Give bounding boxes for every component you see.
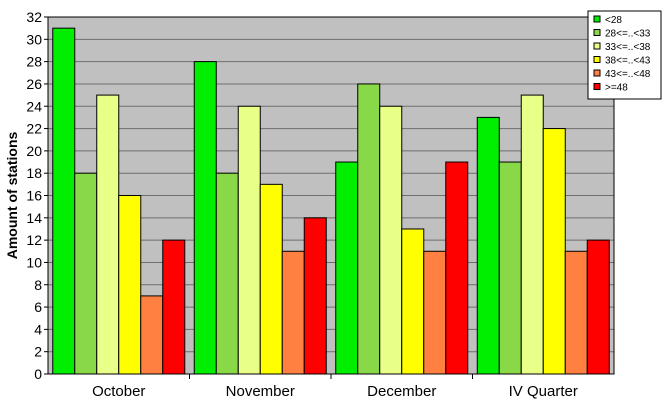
bar bbox=[74, 172, 98, 375]
legend-swatch bbox=[593, 83, 601, 90]
bar bbox=[215, 172, 239, 375]
x-category-label: December bbox=[367, 383, 436, 400]
bar bbox=[237, 105, 261, 375]
y-axis-label: Amount of stations bbox=[4, 132, 20, 260]
bar bbox=[542, 128, 566, 375]
y-tick-label: 26 bbox=[26, 76, 42, 92]
y-tick-label: 28 bbox=[26, 54, 42, 70]
legend-entry-label: 33<=..<38 bbox=[605, 42, 651, 53]
y-tick-label: 18 bbox=[26, 165, 42, 181]
y-tick-label: 8 bbox=[34, 277, 42, 293]
x-category-label: November bbox=[226, 383, 295, 400]
bar bbox=[445, 161, 469, 375]
bar bbox=[586, 239, 610, 375]
legend-entry-label: >=48 bbox=[605, 83, 628, 94]
y-tick-label: 2 bbox=[34, 344, 42, 360]
bar bbox=[96, 94, 120, 375]
bar bbox=[335, 161, 359, 375]
bar bbox=[52, 27, 76, 375]
legend-swatch bbox=[593, 42, 601, 50]
y-tick-label: 24 bbox=[26, 98, 42, 114]
legend-swatch bbox=[593, 29, 601, 36]
bars bbox=[52, 27, 610, 375]
legend-swatch bbox=[593, 56, 601, 63]
bar bbox=[303, 217, 327, 375]
bar bbox=[520, 94, 544, 375]
axes bbox=[44, 16, 615, 379]
legend-entry-label: 43<=..<48 bbox=[605, 69, 651, 80]
bar bbox=[259, 183, 283, 375]
y-tick-label: 12 bbox=[26, 232, 42, 248]
y-tick-label: 32 bbox=[26, 9, 42, 25]
bar bbox=[401, 228, 425, 375]
bar bbox=[498, 161, 522, 375]
bar bbox=[476, 116, 500, 375]
bar bbox=[357, 83, 381, 375]
y-tick-label: 20 bbox=[26, 143, 42, 159]
legend-swatch bbox=[593, 69, 601, 77]
bar bbox=[140, 295, 164, 375]
y-tick-label: 16 bbox=[26, 188, 42, 204]
legend: <28 28<=..<33 33<=..<38 38<=..<43 43<=..<48 >… bbox=[587, 10, 662, 100]
bar bbox=[281, 250, 305, 375]
bar bbox=[423, 250, 447, 375]
bar bbox=[193, 61, 217, 375]
legend-swatch bbox=[593, 15, 601, 23]
y-tick-label: 4 bbox=[34, 321, 42, 337]
y-tick-label: 30 bbox=[26, 31, 42, 47]
legend-entry-label: <28 bbox=[605, 15, 622, 26]
bar bbox=[564, 250, 588, 375]
x-category-label: IV Quarter bbox=[509, 383, 578, 400]
y-tick-label: 22 bbox=[26, 121, 42, 137]
y-tick-label: 14 bbox=[26, 210, 42, 226]
legend-entry-label: 28<=..<33 bbox=[605, 29, 651, 40]
legend-entry-label: 38<=..<43 bbox=[605, 56, 651, 67]
y-tick-label: 10 bbox=[26, 254, 42, 270]
y-tick-label: 0 bbox=[34, 366, 42, 382]
x-category-labels: October November December IV Quarter bbox=[92, 383, 578, 400]
bar bbox=[162, 239, 186, 375]
y-tick-label: 6 bbox=[34, 299, 42, 315]
x-category-label: October bbox=[92, 383, 145, 400]
bar bbox=[118, 195, 142, 375]
bar bbox=[379, 105, 403, 375]
